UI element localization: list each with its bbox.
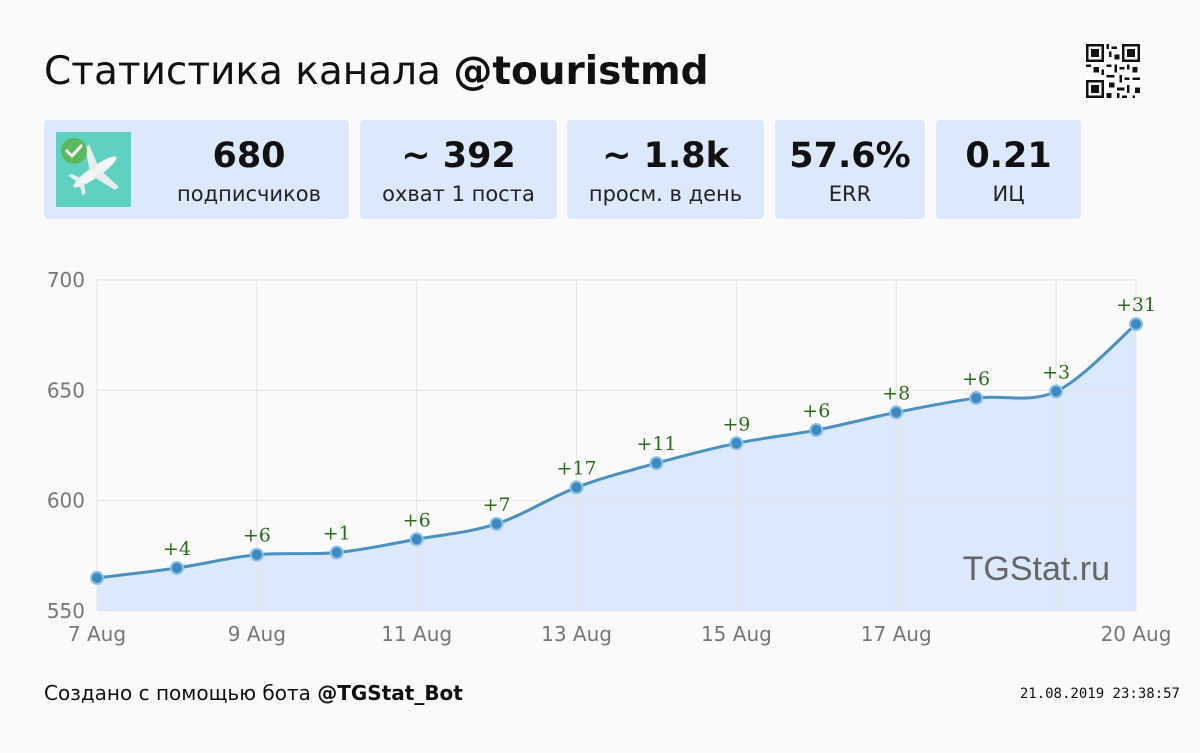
x-tick-label: 9 Aug — [228, 622, 286, 646]
data-point — [249, 547, 264, 562]
title-prefix: Статистика канала — [44, 49, 454, 94]
data-point — [489, 516, 504, 531]
page-title: Статистика канала @touristmd — [44, 46, 709, 98]
stat-label: охват 1 поста — [382, 182, 535, 206]
data-label: +4 — [163, 538, 191, 560]
data-point — [90, 570, 104, 585]
data-label: +3 — [1042, 361, 1070, 383]
channel-avatar — [56, 132, 131, 207]
data-label: +9 — [722, 413, 750, 435]
y-tick-label: 700 — [47, 268, 85, 292]
x-tick-label: 13 Aug — [541, 622, 612, 646]
data-point — [729, 436, 744, 451]
data-point — [169, 560, 184, 575]
stat-reach: ~ 392 охват 1 поста — [360, 120, 557, 219]
stat-value: ~ 392 — [401, 136, 516, 176]
footer-made-with: Создано с помощью бота — [44, 681, 318, 705]
x-tick-label: 15 Aug — [701, 622, 772, 646]
data-point — [809, 423, 824, 438]
y-tick-label: 550 — [47, 599, 85, 623]
data-label: +8 — [882, 382, 910, 404]
x-tick-label: 7 Aug — [68, 622, 126, 646]
data-label: +17 — [556, 457, 596, 479]
data-point — [569, 480, 584, 495]
data-point — [409, 532, 424, 547]
stat-value: 680 — [212, 136, 286, 176]
data-point — [889, 405, 904, 420]
data-label: +6 — [403, 509, 431, 531]
data-label: +31 — [1116, 294, 1156, 316]
watermark: TGStat.ru — [963, 550, 1110, 588]
x-tick-label: 20 Aug — [1101, 622, 1172, 646]
data-label: +6 — [962, 368, 990, 390]
stat-label: ИЦ — [992, 182, 1025, 206]
stat-err: 57.6% ERR — [775, 120, 925, 219]
x-tick-label: 17 Aug — [861, 622, 932, 646]
bot-link[interactable]: @TGStat_Bot — [317, 681, 463, 705]
y-tick-label: 600 — [47, 489, 85, 513]
data-point — [329, 545, 344, 560]
stat-subscribers: 680 подписчиков — [44, 120, 349, 219]
y-tick-label: 650 — [47, 378, 85, 402]
stat-label: подписчиков — [177, 182, 321, 206]
data-label: +6 — [243, 525, 271, 547]
stat-daily-views: ~ 1.8k просм. в день — [567, 120, 764, 219]
data-point — [649, 456, 664, 471]
stat-value: ~ 1.8k — [602, 136, 729, 176]
stat-value: 57.6% — [789, 136, 911, 176]
data-label: +11 — [636, 433, 676, 455]
data-point — [1049, 384, 1064, 399]
data-label: +1 — [323, 523, 351, 545]
stat-label: просм. в день — [588, 182, 743, 206]
x-tick-label: 11 Aug — [381, 622, 452, 646]
stat-citation-index: 0.21 ИЦ — [936, 120, 1081, 219]
channel-handle: @touristmd — [453, 49, 709, 94]
stat-label: ERR — [828, 182, 872, 206]
data-label: +7 — [483, 494, 511, 516]
data-point — [1129, 317, 1143, 332]
qr-code-icon — [1086, 44, 1140, 98]
data-point — [969, 391, 984, 406]
data-label: +6 — [802, 400, 830, 422]
airplane-icon — [56, 132, 131, 207]
area-fill — [97, 324, 1136, 611]
stat-value: 0.21 — [965, 136, 1052, 176]
footer-timestamp: 21.08.2019 23:38:57 — [1019, 686, 1180, 702]
footer-credit: Создано с помощью бота @TGStat_Bot — [44, 680, 463, 706]
